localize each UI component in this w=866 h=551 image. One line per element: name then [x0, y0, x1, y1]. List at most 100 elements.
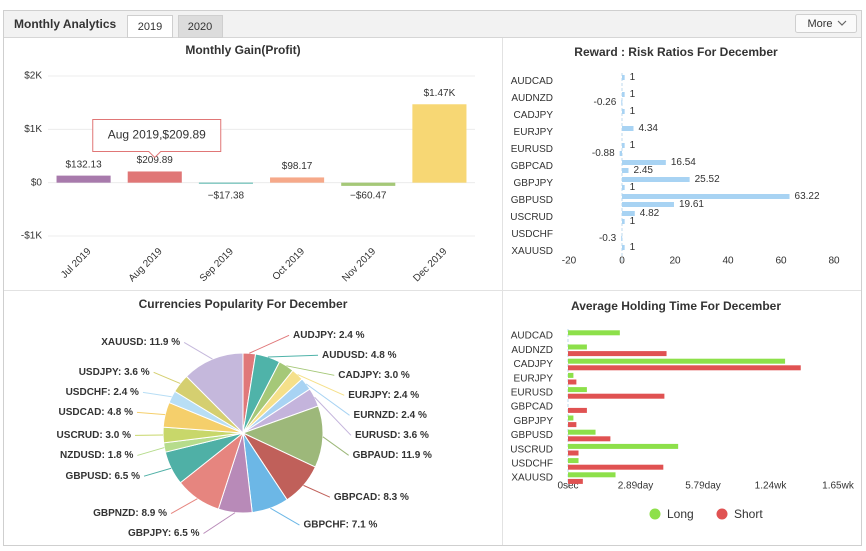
- tab[interactable]: [178, 15, 223, 38]
- bar: [568, 344, 587, 350]
- y-tick-label: $0: [31, 177, 43, 188]
- bar: [568, 330, 620, 336]
- y-tick-label: AUDNZD: [511, 345, 553, 356]
- y-tick-label: $2K: [24, 71, 42, 82]
- pie-label: USDCHF: 2.4 %: [66, 387, 139, 398]
- value-label: 19.61: [679, 199, 704, 210]
- bar: [568, 351, 667, 357]
- value-label: 16.54: [671, 157, 696, 168]
- value-label: -0.88: [592, 148, 615, 159]
- y-tick-label: GBPJPY: [514, 178, 554, 189]
- bar: [622, 160, 666, 165]
- header-title: Monthly Analytics: [14, 17, 117, 31]
- tooltip-box: [92, 118, 222, 159]
- bar: [622, 109, 625, 114]
- leader-line: [314, 396, 352, 436]
- y-tick-label: GBPJPY: [514, 416, 554, 427]
- leader-line: [286, 365, 335, 376]
- y-tick-label: GBPCAD: [511, 161, 553, 172]
- bar: [568, 478, 583, 484]
- value-label: 1: [630, 182, 636, 193]
- y-tick-label: EURJPY: [514, 373, 554, 384]
- y-tick-label: USDCHF: [511, 229, 553, 240]
- bar: [568, 458, 579, 464]
- chart-title: Currencies Popularity For December: [139, 297, 348, 311]
- y-tick-label: XAUUSD: [511, 473, 553, 484]
- pie-label: USDJPY: 3.6 %: [79, 367, 150, 378]
- tab[interactable]: [127, 15, 173, 38]
- bar: [622, 75, 625, 80]
- pie-label: GBPNZD: 8.9 %: [93, 508, 167, 519]
- y-tick-label: CADJPY: [514, 110, 554, 121]
- pie-label: NZDUSD: 1.8 %: [60, 450, 133, 461]
- leader-line: [249, 334, 290, 354]
- tooltip-text: Aug 2019,$209.89: [108, 128, 206, 142]
- more-button[interactable]: [795, 14, 857, 33]
- bar: [622, 245, 625, 250]
- leader-line: [137, 447, 165, 456]
- y-tick-label: USDCHF: [511, 459, 553, 470]
- leader-line: [136, 411, 166, 416]
- pie-label: GBPUSD: 6.5 %: [66, 471, 141, 482]
- bar: [619, 151, 622, 156]
- leader-line: [322, 436, 349, 456]
- bar: [270, 177, 325, 183]
- bar: [568, 393, 665, 399]
- more-button-label[interactable]: More: [807, 18, 832, 30]
- pie-label: GBPAUD: 11.9 %: [353, 450, 432, 461]
- leader-line: [142, 391, 172, 398]
- value-label: 25.52: [695, 174, 720, 185]
- tab-label[interactable]: 2019: [138, 21, 162, 33]
- y-tick-label: GBPCAD: [511, 402, 553, 413]
- legend-label: Short: [734, 507, 763, 521]
- leader-line: [267, 354, 319, 358]
- bar: [568, 436, 611, 442]
- bar: [622, 194, 790, 199]
- legend-marker: [716, 508, 728, 520]
- y-tick-label: USCRUD: [510, 212, 553, 223]
- bar: [622, 168, 629, 173]
- bar: [568, 415, 574, 421]
- leader-line: [303, 484, 331, 498]
- legend-label: Long: [667, 507, 694, 521]
- frame: [3, 10, 862, 546]
- tab-label[interactable]: 2020: [188, 21, 212, 33]
- pie-label: EURJPY: 2.4 %: [348, 390, 419, 401]
- chevron[interactable]: [837, 20, 847, 26]
- y-tick-label: EURUSD: [511, 144, 553, 155]
- pie-slice: [241, 405, 324, 468]
- y-tick-label: $1K: [24, 124, 42, 135]
- bar: [568, 429, 596, 435]
- pie-label: GBPCHF: 7.1 %: [303, 520, 377, 531]
- value-label: 1: [630, 106, 636, 117]
- y-tick-label: -$1K: [21, 231, 42, 242]
- value-label: −$60.47: [350, 190, 387, 201]
- y-tick-label: XAUUSD: [511, 246, 553, 257]
- pie-label: GBPCAD: 8.3 %: [334, 492, 409, 503]
- bar: [622, 211, 635, 216]
- bar: [568, 387, 587, 393]
- value-label: 4.82: [640, 208, 660, 219]
- pie-label: USCRUD: 3.0 %: [57, 430, 132, 441]
- y-tick-label: AUDNZD: [511, 93, 553, 104]
- bar: [412, 104, 467, 183]
- bar: [568, 422, 577, 428]
- value-label: 1: [630, 72, 636, 83]
- leader-line: [143, 467, 172, 477]
- value-label: 1: [630, 216, 636, 227]
- y-tick-label: AUDCAD: [511, 331, 553, 342]
- bar: [622, 143, 625, 148]
- pie-label: GBPJPY: 6.5 %: [128, 528, 200, 539]
- value-label: 4.34: [639, 123, 659, 134]
- chart-title: Monthly Gain(Profit): [185, 43, 300, 57]
- bar: [568, 443, 679, 449]
- leader-line: [170, 498, 198, 514]
- pie-label: CADJPY: 3.0 %: [338, 370, 410, 381]
- bar: [622, 177, 690, 182]
- value-label: 63.22: [795, 191, 820, 202]
- pie-label: EURUSD: 3.6 %: [355, 430, 429, 441]
- pie-slice: [185, 352, 244, 435]
- bar: [568, 358, 786, 364]
- y-tick-label: GBPUSD: [511, 195, 553, 206]
